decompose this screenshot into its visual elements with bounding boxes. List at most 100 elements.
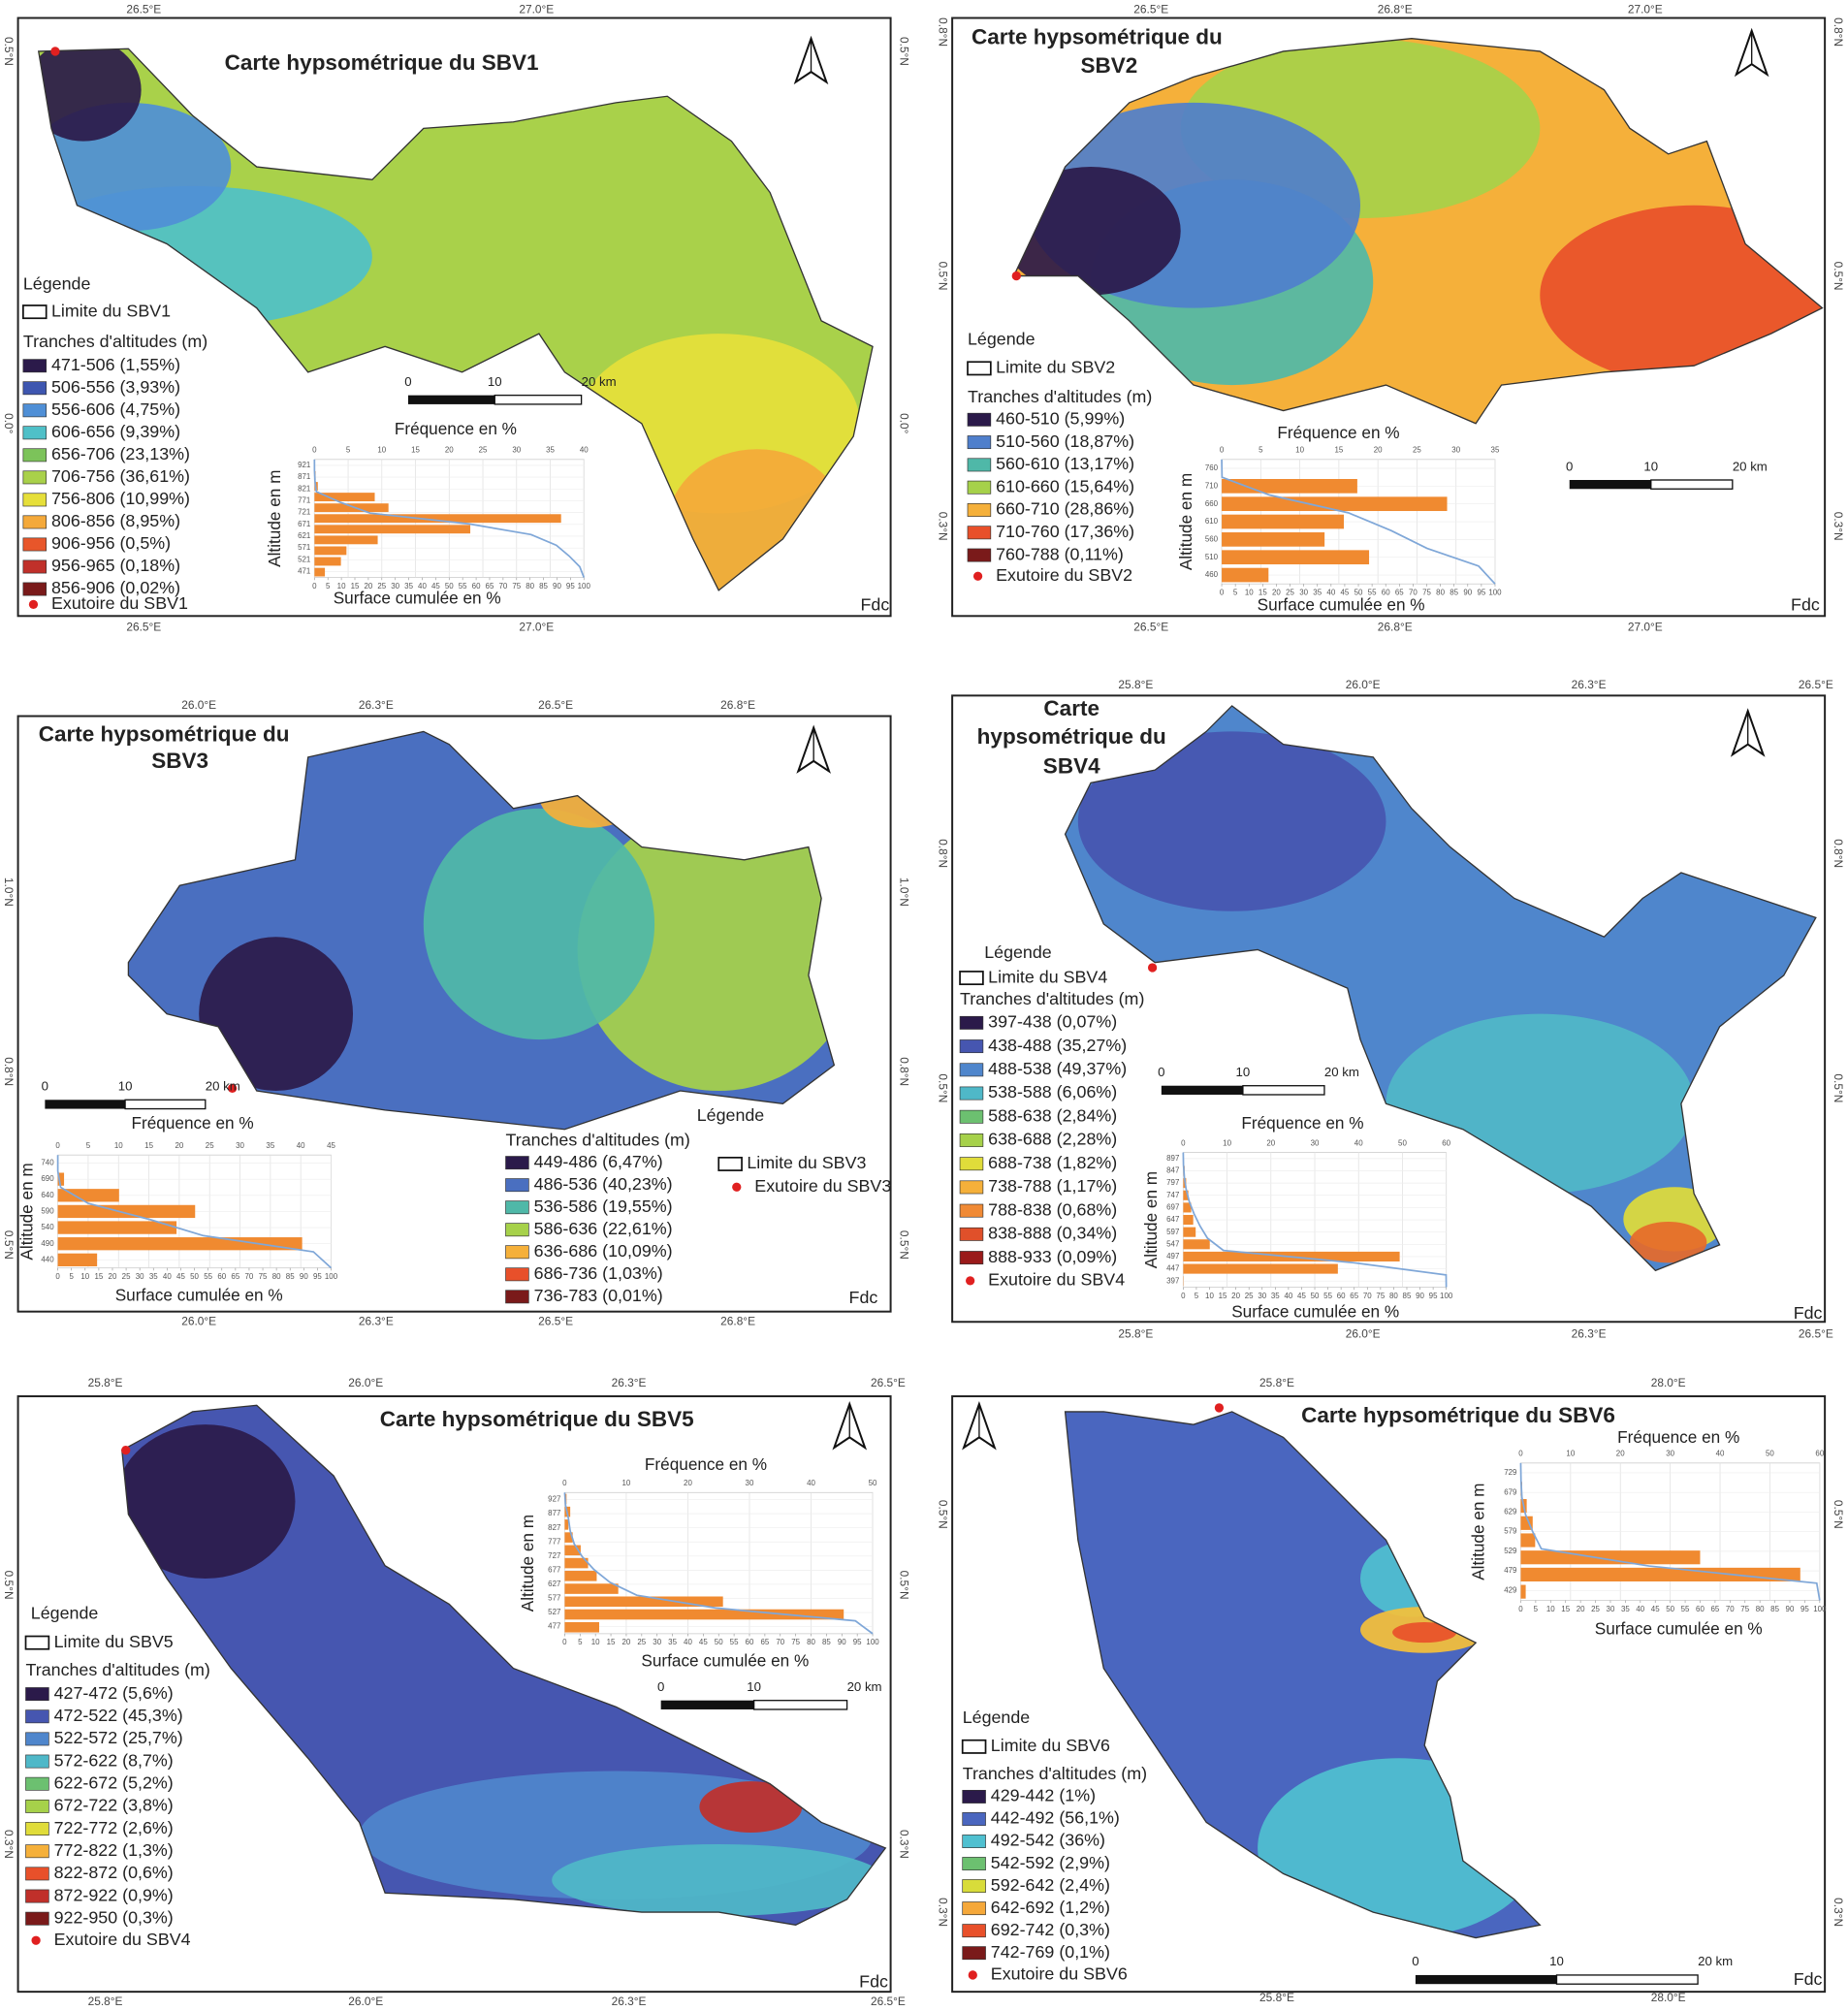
scale-bar-black: [1161, 1085, 1243, 1095]
surface-tick-label: 30: [1299, 589, 1308, 597]
basin-outline: [1012, 38, 1824, 425]
legend-outlet: Exutoire du SBV6: [991, 1964, 1128, 1984]
altitude-tick: 440: [41, 1255, 54, 1263]
surface-tick-label: 70: [1363, 1292, 1372, 1300]
altitude-tick: 627: [548, 1580, 561, 1588]
legend-limit-icon: [717, 1156, 743, 1171]
legend-class: 710-760 (17,36%): [996, 522, 1134, 541]
frequency-tick: 40: [1716, 1450, 1725, 1458]
legend-class: 756-806 (10,99%): [51, 489, 190, 508]
map-title: SBV2: [1080, 53, 1137, 78]
hypsometric-curve: [563, 1492, 874, 1635]
legend-swatch: [25, 1889, 49, 1903]
frequency-tick: 50: [1766, 1450, 1774, 1458]
frequency-tick: 40: [580, 446, 589, 455]
legend-limit-icon: [967, 361, 992, 376]
scale-bar-black: [660, 1700, 754, 1709]
surface-tick-label: 100: [325, 1272, 338, 1281]
frequency-title: Fréquence en %: [645, 1454, 767, 1474]
altitude-tick: 927: [548, 1495, 561, 1504]
surface-tick-label: 85: [1450, 589, 1458, 597]
altitude-tick: 527: [548, 1608, 561, 1616]
surface-tick-label: 20: [109, 1272, 117, 1281]
frequency-title: Fréquence en %: [1617, 1427, 1739, 1447]
legend-class: 922-950 (0,3%): [54, 1907, 174, 1927]
surface-tick-label: 10: [80, 1272, 89, 1281]
scale-label: 20 km: [582, 374, 617, 389]
basin-map: [121, 1405, 886, 1926]
scale-bar-white: [1555, 1974, 1699, 1985]
legend-title: Légende: [31, 1604, 99, 1623]
scale-label: 0: [42, 1079, 48, 1094]
legend-limit: Limite du SBV2: [996, 358, 1115, 377]
surface-tick-label: 0: [55, 1272, 60, 1281]
surface-tick-label: 35: [668, 1638, 677, 1646]
surface-tick-label: 0: [1181, 1292, 1186, 1300]
altitude-tick: 579: [1504, 1527, 1517, 1536]
basin-outline: [37, 48, 874, 591]
legend-class: 522-572 (25,7%): [54, 1728, 183, 1747]
surface-tick-label: 75: [1740, 1605, 1749, 1613]
legend-swatch: [505, 1223, 529, 1237]
surface-tick-label: 15: [94, 1272, 103, 1281]
frequency-tick: 20: [1374, 446, 1383, 455]
surface-tick-label: 90: [838, 1638, 846, 1646]
surface-tick-label: 40: [418, 582, 427, 591]
legend-swatch: [959, 1015, 984, 1030]
surface-tick-label: 25: [637, 1638, 646, 1646]
legend-swatch: [505, 1156, 529, 1170]
longitude-label: 26.5°E: [126, 3, 161, 16]
surface-tick-label: 15: [351, 582, 360, 591]
surface-tick-label: 20: [1231, 1292, 1240, 1300]
legend-class: 638-688 (2,28%): [988, 1130, 1117, 1149]
outlet-point: [50, 47, 60, 56]
altitude-title: Altitude en m: [17, 1163, 37, 1260]
altitude-tick: 740: [41, 1159, 54, 1167]
latitude-label: 0.8°N: [898, 1057, 911, 1086]
frequency-tick: 25: [206, 1141, 214, 1150]
altitude-tick: 397: [1166, 1276, 1180, 1285]
surface-tick-label: 55: [204, 1272, 212, 1281]
map-title: Carte hypsométrique du SBV1: [225, 50, 539, 75]
altitude-tick: 571: [298, 543, 311, 552]
frequency-tick: 10: [622, 1479, 631, 1487]
longitude-label: 25.8°E: [1259, 1376, 1294, 1389]
frequency-bar: [564, 1519, 569, 1530]
legend-class: 788-838 (0,68%): [988, 1199, 1117, 1219]
latitude-label: 0.8°N: [936, 17, 949, 47]
longitude-label: 26.0°E: [1346, 1327, 1381, 1341]
surface-tick-label: 25: [1286, 589, 1294, 597]
surface-tick-label: 10: [1546, 1605, 1555, 1613]
scale-label: 0: [657, 1679, 664, 1694]
frequency-bar: [314, 514, 561, 524]
legend-class: 556-606 (4,75%): [51, 399, 180, 419]
longitude-label: 26.5°E: [1799, 1327, 1833, 1341]
scale-label: 0: [404, 374, 411, 389]
legend-swatch: [959, 1086, 984, 1101]
longitude-label: 26.3°E: [359, 698, 394, 712]
surface-tick-label: 85: [822, 1638, 831, 1646]
surface-tick-label: 80: [1389, 1292, 1398, 1300]
altitude-tick: 847: [1166, 1166, 1180, 1175]
surface-tick-label: 15: [1219, 1292, 1227, 1300]
legend-outlet-icon: [968, 1970, 977, 1980]
legend-limit: Limite du SBV5: [54, 1632, 174, 1651]
surface-tick-label: 30: [1607, 1605, 1615, 1613]
legend-outlet-icon: [732, 1182, 742, 1192]
surface-tick-label: 25: [1245, 1292, 1254, 1300]
outlet-point: [1214, 1403, 1225, 1413]
surface-tick-label: 90: [300, 1272, 308, 1281]
surface-tick-label: 10: [591, 1638, 600, 1646]
scale-label: 0: [1566, 459, 1573, 473]
elevation-zone: [1629, 1222, 1707, 1263]
legend-class: 586-636 (22,61%): [534, 1219, 673, 1238]
elevation-zone: [121, 1424, 296, 1579]
legend-class: 888-933 (0,09%): [988, 1247, 1117, 1266]
surface-tick-label: 60: [472, 582, 481, 591]
legend-limit-icon: [22, 304, 48, 320]
frequency-tick: 45: [327, 1141, 335, 1150]
legend-outlet: Exutoire du SBV2: [996, 565, 1132, 585]
frequency-tick: 15: [411, 446, 420, 455]
surface-tick-label: 100: [1440, 1292, 1453, 1300]
altitude-tick: 897: [1166, 1154, 1180, 1163]
